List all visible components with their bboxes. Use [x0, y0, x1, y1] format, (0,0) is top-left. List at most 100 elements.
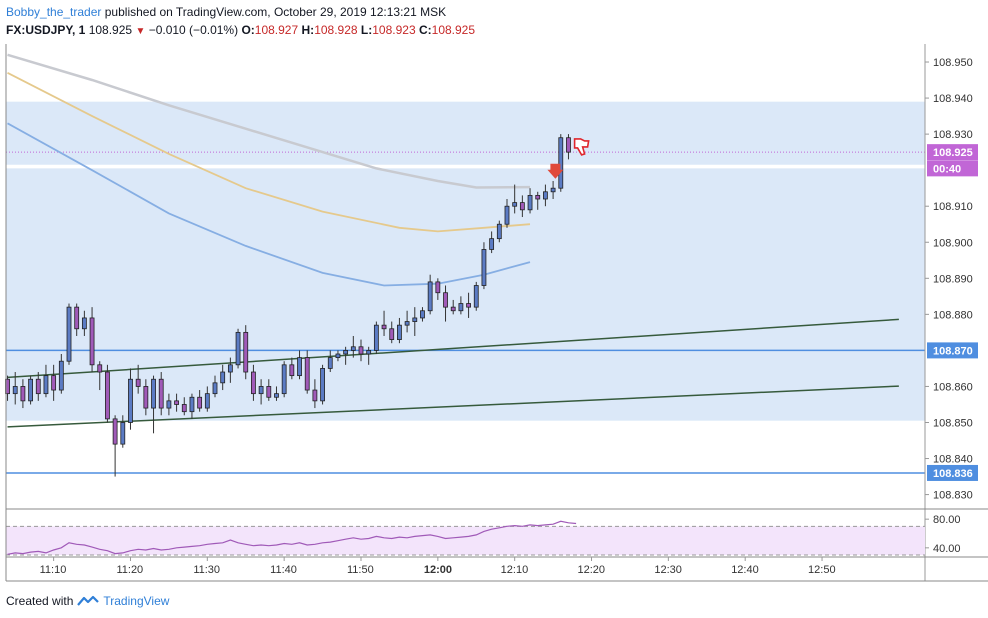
candle-body — [350, 346, 356, 351]
candle — [358, 339, 364, 362]
time-tick-label: 12:30 — [654, 564, 682, 576]
candle — [558, 134, 564, 192]
candle-body — [120, 422, 126, 445]
rsi-line — [7, 520, 577, 555]
candle — [527, 188, 533, 214]
price-zone-2 — [6, 168, 925, 421]
candle-body — [458, 303, 464, 312]
candle-body — [174, 400, 179, 405]
candle — [20, 379, 26, 409]
symbol-label[interactable]: FX:USDJPY, 1 — [6, 23, 86, 37]
low-value: 108.923 — [372, 23, 416, 37]
candle-body — [404, 321, 410, 326]
candle-body — [204, 393, 210, 409]
rsi-tick-label: 80.00 — [933, 514, 961, 526]
price-tick-label: 108.860 — [933, 381, 973, 393]
candle — [197, 390, 203, 412]
candle-body — [312, 389, 318, 402]
candle — [289, 357, 295, 380]
candle-body — [504, 205, 510, 225]
open-value: 108.927 — [254, 23, 299, 37]
candle-body — [420, 310, 425, 319]
created-with-label: Created with — [6, 594, 74, 608]
candle — [443, 285, 448, 322]
candle — [312, 379, 318, 409]
candle — [327, 350, 333, 373]
candle — [397, 317, 402, 344]
candle-body — [35, 378, 41, 395]
price-tick-label: 108.830 — [933, 490, 973, 502]
candle-body — [550, 187, 556, 193]
candle-body — [427, 281, 433, 312]
open-label: O: — [241, 23, 255, 37]
price-tick-label: 108.890 — [933, 273, 973, 285]
candle — [373, 321, 379, 354]
tradingview-brand[interactable]: TradingView — [103, 594, 170, 608]
candle — [297, 350, 302, 380]
candle — [350, 335, 356, 358]
candle-body — [489, 238, 495, 250]
price-badge-level — [927, 464, 978, 481]
price-tick-label: 108.950 — [933, 57, 973, 69]
candle-body — [74, 306, 80, 330]
candle — [135, 364, 141, 394]
candle-body — [512, 202, 518, 207]
candle — [220, 364, 226, 391]
price-tick-label: 108.880 — [933, 309, 973, 321]
candle-body — [227, 364, 233, 373]
candle — [412, 307, 418, 336]
candle-body — [66, 306, 72, 362]
candle-body — [466, 303, 471, 308]
candle — [181, 397, 187, 416]
candle-body — [297, 357, 302, 377]
tradingview-logo-icon[interactable] — [77, 595, 100, 607]
candle-body — [220, 371, 226, 384]
candle — [320, 364, 325, 405]
candle-body — [112, 418, 118, 445]
candle-body — [105, 371, 110, 420]
candle — [158, 372, 164, 416]
candle-body — [412, 317, 418, 322]
rsi-tick-label: 40.00 — [933, 543, 961, 555]
candle-body — [381, 324, 387, 330]
candle-body — [496, 223, 502, 240]
candle-body — [397, 324, 402, 340]
candle-body — [189, 396, 195, 413]
candle — [489, 231, 495, 254]
price-badge-last — [927, 144, 978, 161]
candle-body — [443, 292, 448, 308]
published-info: published on TradingView.com, October 29… — [104, 5, 447, 19]
candle — [212, 375, 218, 398]
time-tick-label: 11:20 — [116, 564, 143, 576]
candle — [251, 364, 256, 401]
candle — [274, 386, 279, 401]
candle — [243, 325, 249, 380]
candle — [381, 310, 387, 336]
candle — [404, 310, 410, 333]
candle — [481, 242, 487, 290]
candle-body — [527, 194, 533, 211]
candle-body — [304, 357, 310, 391]
candle-body — [366, 349, 372, 355]
candle — [389, 321, 395, 344]
candle-body — [266, 386, 272, 398]
candle — [112, 415, 118, 477]
candle-body — [166, 400, 172, 409]
candle — [58, 354, 64, 394]
candle-body — [274, 393, 279, 398]
candle-body — [519, 202, 525, 211]
author-name[interactable]: Bobby_the_trader — [6, 5, 102, 19]
candle — [66, 303, 72, 365]
candle — [189, 393, 195, 419]
candle — [466, 292, 471, 318]
time-tick-label: 12:00 — [424, 564, 452, 576]
candle-body — [358, 346, 364, 355]
candle — [12, 372, 18, 405]
candle — [458, 296, 464, 315]
candle — [227, 357, 233, 383]
sell-arrow-icon — [547, 163, 564, 179]
candle-body — [327, 357, 333, 369]
time-tick-label: 11:40 — [270, 564, 297, 576]
ohlc-legend: FX:USDJPY, 1 108.925 ▼ −0.010 (−0.01%) O… — [6, 23, 475, 39]
